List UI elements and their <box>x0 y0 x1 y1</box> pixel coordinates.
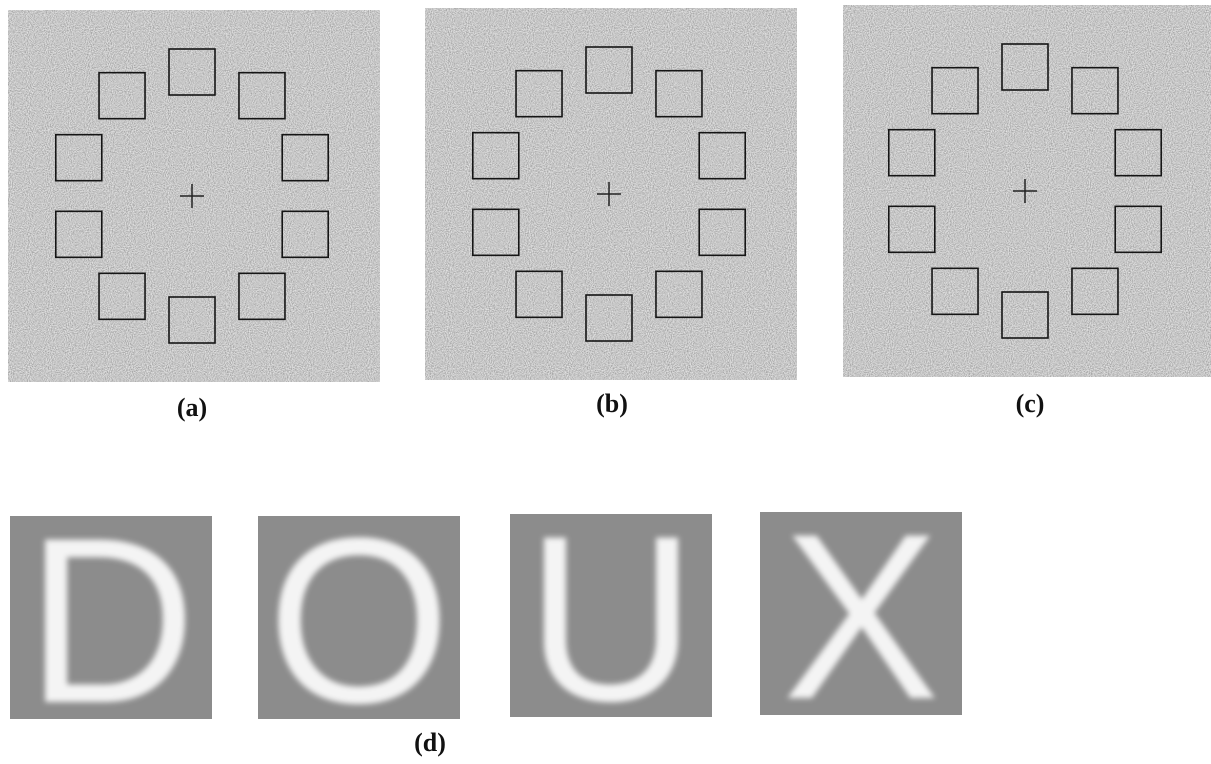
location-box <box>887 205 936 254</box>
target-ring <box>106 80 138 112</box>
letter: X <box>782 485 939 749</box>
target-ring <box>176 56 208 88</box>
location-box <box>515 69 563 118</box>
location-box <box>698 131 747 180</box>
target-ring <box>289 218 321 250</box>
location-box <box>471 208 520 257</box>
location-box <box>281 210 330 259</box>
stimulus-panel: (b) <box>425 8 797 418</box>
location-box <box>1114 128 1163 177</box>
location-box <box>168 296 216 344</box>
target-ring <box>63 218 95 250</box>
target-ring <box>246 80 278 112</box>
target-ring <box>706 140 738 172</box>
target-ring <box>106 280 138 312</box>
location-box <box>238 272 286 321</box>
target-ring <box>176 304 208 336</box>
target-ring <box>246 280 278 312</box>
target-ring <box>480 140 512 172</box>
letter-tile: D <box>10 489 212 753</box>
panel-label: (c) <box>1016 389 1045 418</box>
panel-label: (b) <box>596 389 628 418</box>
location-box <box>655 69 703 118</box>
location-box <box>1114 205 1163 254</box>
location-box <box>515 270 563 319</box>
letter-tile: O <box>258 489 460 753</box>
location-box <box>931 267 979 316</box>
location-box <box>238 71 286 120</box>
panel-label: (a) <box>177 393 207 422</box>
target-ring <box>289 142 321 174</box>
location-box <box>1001 43 1049 91</box>
stimulus-panel: (a) <box>8 10 380 422</box>
location-box <box>54 210 103 259</box>
location-box <box>698 208 747 257</box>
letter: O <box>267 489 451 753</box>
letter: U <box>526 487 696 751</box>
location-box <box>98 272 146 321</box>
letter: D <box>26 489 196 753</box>
letter-background <box>760 512 962 715</box>
location-box <box>54 133 103 182</box>
location-box <box>98 71 146 120</box>
location-box <box>281 133 330 182</box>
location-box <box>1071 66 1119 115</box>
target-ring <box>480 216 512 248</box>
letter-background <box>510 514 712 717</box>
location-box <box>655 270 703 319</box>
target-ring <box>663 78 695 110</box>
panel-label: (d) <box>414 728 446 757</box>
target-ring <box>523 278 555 310</box>
letter-tile: X <box>760 485 962 749</box>
target-ring <box>593 302 625 334</box>
location-box <box>1071 267 1119 316</box>
target-ring <box>63 142 95 174</box>
letter-tile: U <box>510 487 712 751</box>
letter-background <box>258 516 460 719</box>
target-ring <box>523 78 555 110</box>
stimulus-panel: (c) <box>843 5 1211 418</box>
location-box <box>887 128 936 177</box>
target-ring <box>706 216 738 248</box>
location-box <box>931 66 979 115</box>
target-ring <box>593 54 625 86</box>
letter-background <box>10 516 212 719</box>
location-box <box>1001 291 1049 339</box>
location-box <box>585 294 633 342</box>
location-box <box>168 48 216 96</box>
target-ring <box>663 278 695 310</box>
location-box <box>471 131 520 180</box>
location-box <box>585 46 633 94</box>
